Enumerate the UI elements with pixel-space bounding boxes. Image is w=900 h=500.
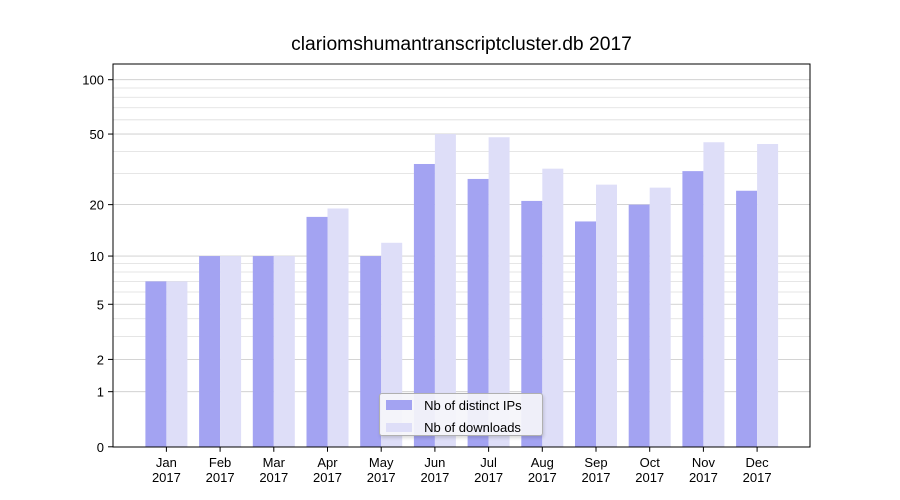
- svg-text:2: 2: [97, 352, 104, 367]
- svg-text:2017: 2017: [420, 470, 449, 485]
- svg-text:2017: 2017: [582, 470, 611, 485]
- svg-text:Jan: Jan: [156, 455, 177, 470]
- svg-text:Nov: Nov: [692, 455, 716, 470]
- svg-text:Sep: Sep: [584, 455, 607, 470]
- svg-text:Jul: Jul: [480, 455, 497, 470]
- svg-text:Jun: Jun: [424, 455, 445, 470]
- svg-text:clariomshumantranscriptcluster: clariomshumantranscriptcluster.db 2017: [291, 34, 632, 55]
- svg-text:2017: 2017: [743, 470, 772, 485]
- svg-text:Aug: Aug: [531, 455, 554, 470]
- svg-text:5: 5: [97, 297, 104, 312]
- svg-text:10: 10: [90, 249, 104, 264]
- svg-text:May: May: [369, 455, 394, 470]
- svg-text:2017: 2017: [474, 470, 503, 485]
- svg-text:2017: 2017: [367, 470, 396, 485]
- svg-text:Apr: Apr: [317, 455, 338, 470]
- svg-text:2017: 2017: [689, 470, 718, 485]
- svg-text:2017: 2017: [528, 470, 557, 485]
- svg-text:2017: 2017: [313, 470, 342, 485]
- svg-text:Oct: Oct: [640, 455, 661, 470]
- svg-text:Mar: Mar: [263, 455, 286, 470]
- svg-text:20: 20: [90, 198, 104, 213]
- svg-text:1: 1: [97, 385, 104, 400]
- svg-text:2017: 2017: [635, 470, 664, 485]
- svg-text:Dec: Dec: [746, 455, 770, 470]
- svg-text:2017: 2017: [206, 470, 235, 485]
- svg-text:Feb: Feb: [209, 455, 231, 470]
- svg-text:100: 100: [82, 73, 104, 88]
- svg-text:0: 0: [97, 440, 104, 455]
- svg-text:50: 50: [90, 127, 104, 142]
- svg-text:2017: 2017: [259, 470, 288, 485]
- svg-text:2017: 2017: [152, 470, 181, 485]
